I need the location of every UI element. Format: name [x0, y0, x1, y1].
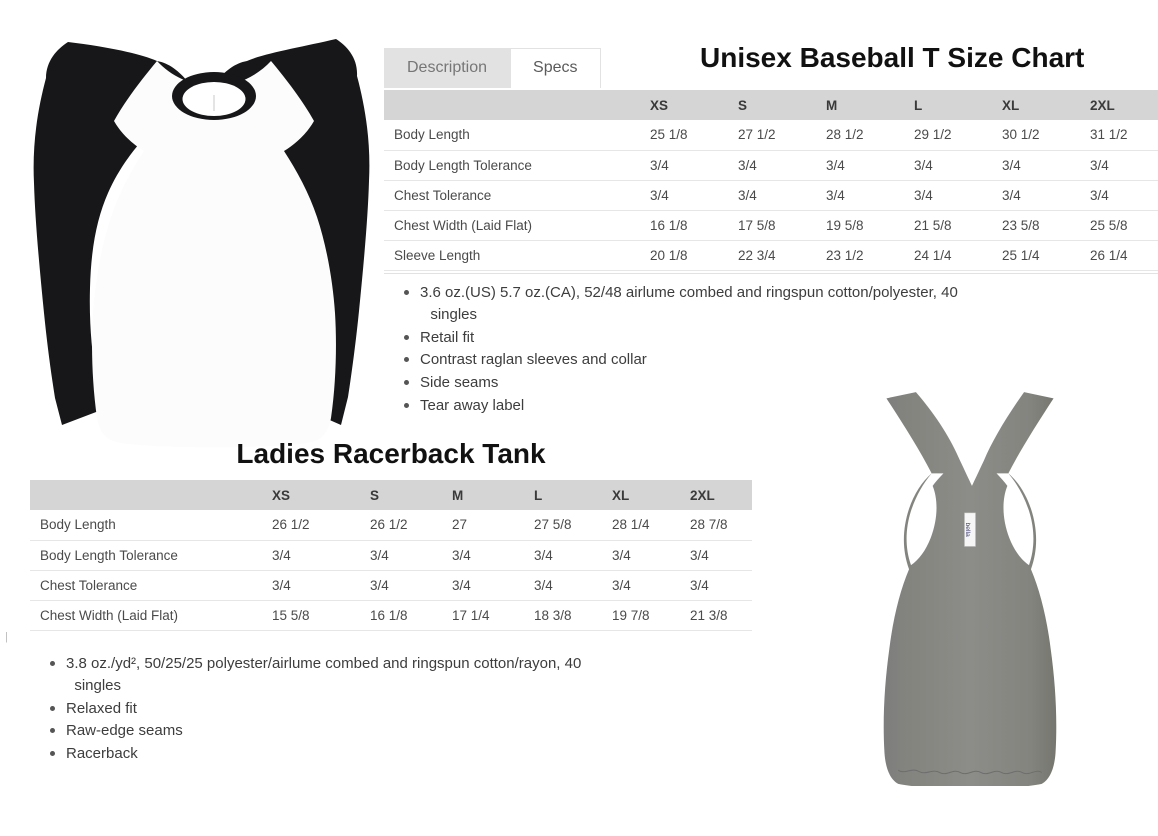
svg-text:bella: bella [964, 522, 971, 537]
